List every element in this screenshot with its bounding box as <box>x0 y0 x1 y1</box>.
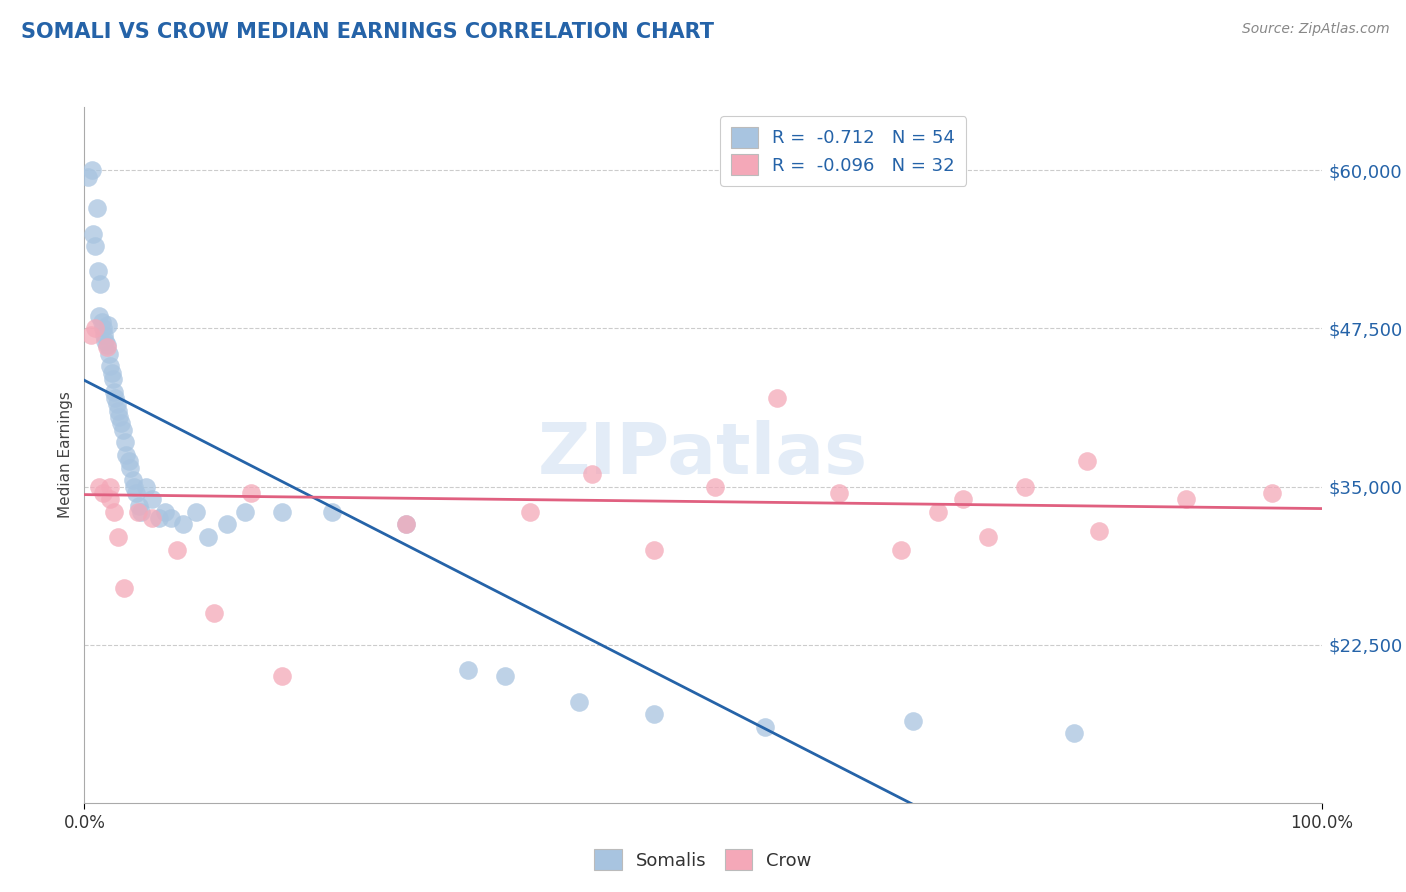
Point <box>121 473 143 487</box>
Point <box>122 479 145 493</box>
Text: ZIPatlas: ZIPatlas <box>538 420 868 490</box>
Point <box>96 340 118 354</box>
Point <box>110 417 132 431</box>
Point <box>321 505 343 519</box>
Point <box>197 530 219 544</box>
Point <box>80 163 103 178</box>
Point <box>94 334 117 348</box>
Point <box>89 277 111 292</box>
Point <box>98 479 121 493</box>
Point <box>1261 486 1284 500</box>
Point <box>101 372 124 386</box>
Point <box>114 435 136 450</box>
Point <box>108 409 131 424</box>
Point <box>135 479 157 493</box>
Point <box>184 505 207 519</box>
Point <box>952 492 974 507</box>
Point <box>1076 454 1098 468</box>
Point <box>141 511 163 525</box>
Point <box>643 707 665 722</box>
Point <box>903 714 925 728</box>
Point <box>890 542 912 557</box>
Point <box>84 239 107 253</box>
Point <box>98 347 121 361</box>
Point <box>77 169 100 184</box>
Point <box>141 492 163 507</box>
Point <box>271 505 294 519</box>
Point <box>127 505 149 519</box>
Point <box>103 384 125 399</box>
Point <box>89 479 111 493</box>
Point <box>166 542 188 557</box>
Point <box>118 454 141 468</box>
Point <box>1014 479 1036 493</box>
Point <box>111 423 134 437</box>
Point <box>160 511 183 525</box>
Point <box>84 321 107 335</box>
Point <box>128 499 150 513</box>
Point <box>97 318 120 332</box>
Point <box>100 366 122 380</box>
Point <box>107 530 129 544</box>
Point <box>215 517 238 532</box>
Text: SOMALI VS CROW MEDIAN EARNINGS CORRELATION CHART: SOMALI VS CROW MEDIAN EARNINGS CORRELATI… <box>21 22 714 42</box>
Point <box>754 720 776 734</box>
Point <box>93 327 115 342</box>
Point <box>148 511 170 525</box>
Point <box>98 359 121 374</box>
Point <box>104 391 127 405</box>
Point <box>125 486 148 500</box>
Point <box>153 505 176 519</box>
Y-axis label: Median Earnings: Median Earnings <box>58 392 73 518</box>
Point <box>1088 524 1111 538</box>
Point <box>172 517 194 532</box>
Point <box>103 505 125 519</box>
Point <box>79 327 101 342</box>
Point <box>581 467 603 481</box>
Point <box>98 492 121 507</box>
Point <box>271 669 294 683</box>
Point <box>96 338 118 352</box>
Point <box>233 505 256 519</box>
Point <box>828 486 851 500</box>
Point <box>107 403 129 417</box>
Point <box>202 606 225 620</box>
Point <box>1174 492 1197 507</box>
Point <box>1063 726 1085 740</box>
Point <box>519 505 541 519</box>
Point <box>87 264 110 278</box>
Point <box>927 505 949 519</box>
Point <box>568 695 591 709</box>
Point <box>395 517 418 532</box>
Point <box>120 460 142 475</box>
Text: Source: ZipAtlas.com: Source: ZipAtlas.com <box>1241 22 1389 37</box>
Point <box>89 309 111 323</box>
Point <box>105 397 128 411</box>
Point <box>129 505 152 519</box>
Point <box>86 201 108 215</box>
Point <box>115 448 138 462</box>
Point <box>766 391 789 405</box>
Point <box>240 486 263 500</box>
Point <box>91 321 114 335</box>
Legend: Somalis, Crow: Somalis, Crow <box>588 842 818 877</box>
Point <box>82 227 104 241</box>
Point <box>91 486 114 500</box>
Point <box>643 542 665 557</box>
Point <box>494 669 516 683</box>
Point <box>704 479 727 493</box>
Point <box>90 315 112 329</box>
Point <box>112 581 135 595</box>
Point <box>395 517 418 532</box>
Point <box>976 530 998 544</box>
Point <box>457 663 479 677</box>
